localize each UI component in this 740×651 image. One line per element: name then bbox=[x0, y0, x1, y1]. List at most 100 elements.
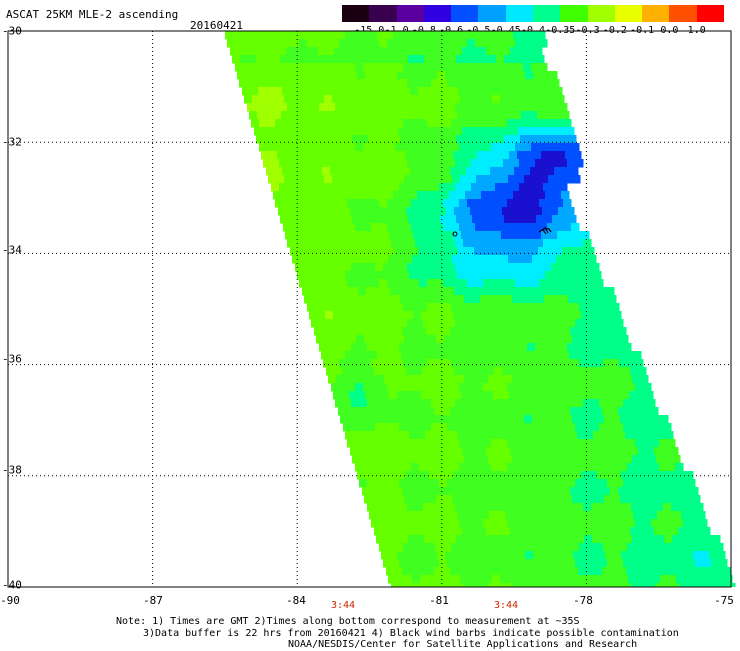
swath-cell bbox=[622, 527, 631, 536]
swath-cell bbox=[550, 367, 559, 376]
swath-cell bbox=[509, 151, 518, 160]
swath-cell bbox=[596, 415, 605, 424]
swath-cell bbox=[373, 311, 382, 320]
swath-cell bbox=[432, 375, 441, 384]
swath-cell bbox=[501, 151, 510, 160]
swath-cell bbox=[631, 479, 640, 488]
swath-cell bbox=[399, 343, 408, 352]
swath-cell bbox=[603, 383, 612, 392]
swath-cell bbox=[693, 551, 702, 560]
swath-cell bbox=[519, 559, 528, 568]
swath-cell bbox=[543, 159, 552, 168]
swath-cell bbox=[335, 399, 344, 408]
swath-cell bbox=[470, 527, 479, 536]
swath-cell bbox=[516, 495, 525, 504]
swath-cell bbox=[374, 367, 383, 376]
swath-cell bbox=[368, 55, 377, 64]
swath-cell bbox=[377, 351, 386, 360]
swath-cell bbox=[343, 399, 352, 408]
swath-cell bbox=[631, 559, 640, 568]
swath-cell bbox=[306, 87, 315, 96]
swath-cell bbox=[486, 207, 495, 216]
swath-cell bbox=[553, 511, 562, 520]
swath-cell bbox=[528, 55, 537, 64]
swath-cell bbox=[475, 143, 484, 152]
swath-cell bbox=[513, 271, 522, 280]
swath-cell bbox=[349, 151, 358, 160]
swath-cell bbox=[330, 247, 339, 256]
swath-cell bbox=[266, 167, 275, 176]
swath-cell bbox=[451, 119, 460, 128]
swath-cell bbox=[418, 87, 427, 96]
swath-cell bbox=[635, 519, 644, 528]
swath-cell bbox=[550, 287, 559, 296]
swath-cell bbox=[599, 479, 608, 488]
contamination-barb bbox=[542, 228, 549, 235]
swath-cell bbox=[367, 319, 376, 328]
swath-cell bbox=[309, 311, 318, 320]
swath-cell bbox=[343, 423, 352, 432]
swath-cell bbox=[561, 431, 570, 440]
swath-cell bbox=[579, 519, 588, 528]
swath-cell bbox=[567, 503, 576, 512]
swath-cell bbox=[428, 95, 437, 104]
swath-cell bbox=[485, 471, 494, 480]
swath-cell bbox=[383, 503, 392, 512]
swath-cell bbox=[581, 231, 590, 240]
swath-cell bbox=[558, 527, 567, 536]
swath-cell bbox=[282, 167, 291, 176]
swath-cell bbox=[534, 367, 543, 376]
swath-cell bbox=[431, 399, 440, 408]
swath-cell bbox=[664, 455, 673, 464]
swath-cell bbox=[491, 279, 500, 288]
swath-cell bbox=[567, 559, 576, 568]
swath-cell bbox=[522, 407, 531, 416]
lon-label: -81 bbox=[429, 594, 449, 607]
swath-cell bbox=[414, 367, 423, 376]
swath-cell bbox=[267, 63, 276, 72]
swath-cell bbox=[573, 151, 582, 160]
swath-cell bbox=[468, 95, 477, 104]
swath-cell bbox=[636, 415, 645, 424]
swath-cell bbox=[284, 175, 293, 184]
swath-cell bbox=[411, 463, 420, 472]
swath-cell bbox=[369, 351, 378, 360]
swath-cell bbox=[379, 223, 388, 232]
swath-cell bbox=[315, 119, 324, 128]
swath-cell bbox=[423, 263, 432, 272]
swath-cell bbox=[275, 199, 284, 208]
swath-cell bbox=[445, 311, 454, 320]
swath-cell bbox=[277, 151, 286, 160]
swath-cell bbox=[595, 279, 604, 288]
swath-cell bbox=[551, 103, 560, 112]
swath-cell bbox=[441, 431, 450, 440]
swath-cell bbox=[249, 31, 258, 40]
swath-cell bbox=[401, 111, 410, 120]
swath-cell bbox=[331, 223, 340, 232]
swath-cell bbox=[309, 71, 318, 80]
swath-cell bbox=[575, 423, 584, 432]
swath-cell bbox=[420, 255, 429, 264]
swath-cell bbox=[530, 567, 539, 576]
swath-cell bbox=[467, 143, 476, 152]
swath-cell bbox=[502, 447, 511, 456]
swath-cell bbox=[349, 391, 358, 400]
swath-cell bbox=[387, 463, 396, 472]
swath-cell bbox=[555, 279, 564, 288]
swath-cell bbox=[423, 423, 432, 432]
swath-cell bbox=[393, 431, 402, 440]
swath-cell bbox=[405, 151, 414, 160]
swath-cell bbox=[605, 471, 614, 480]
swath-cell bbox=[599, 319, 608, 328]
swath-cell bbox=[371, 279, 380, 288]
swath-cell bbox=[435, 519, 444, 528]
swath-cell bbox=[419, 519, 428, 528]
swath-cell bbox=[672, 535, 681, 544]
swath-cell bbox=[511, 343, 520, 352]
swath-cell bbox=[374, 287, 383, 296]
swath-cell bbox=[280, 215, 289, 224]
swath-cell bbox=[385, 351, 394, 360]
swath-cell bbox=[320, 135, 329, 144]
swath-cell bbox=[481, 351, 490, 360]
swath-cell bbox=[527, 343, 536, 352]
